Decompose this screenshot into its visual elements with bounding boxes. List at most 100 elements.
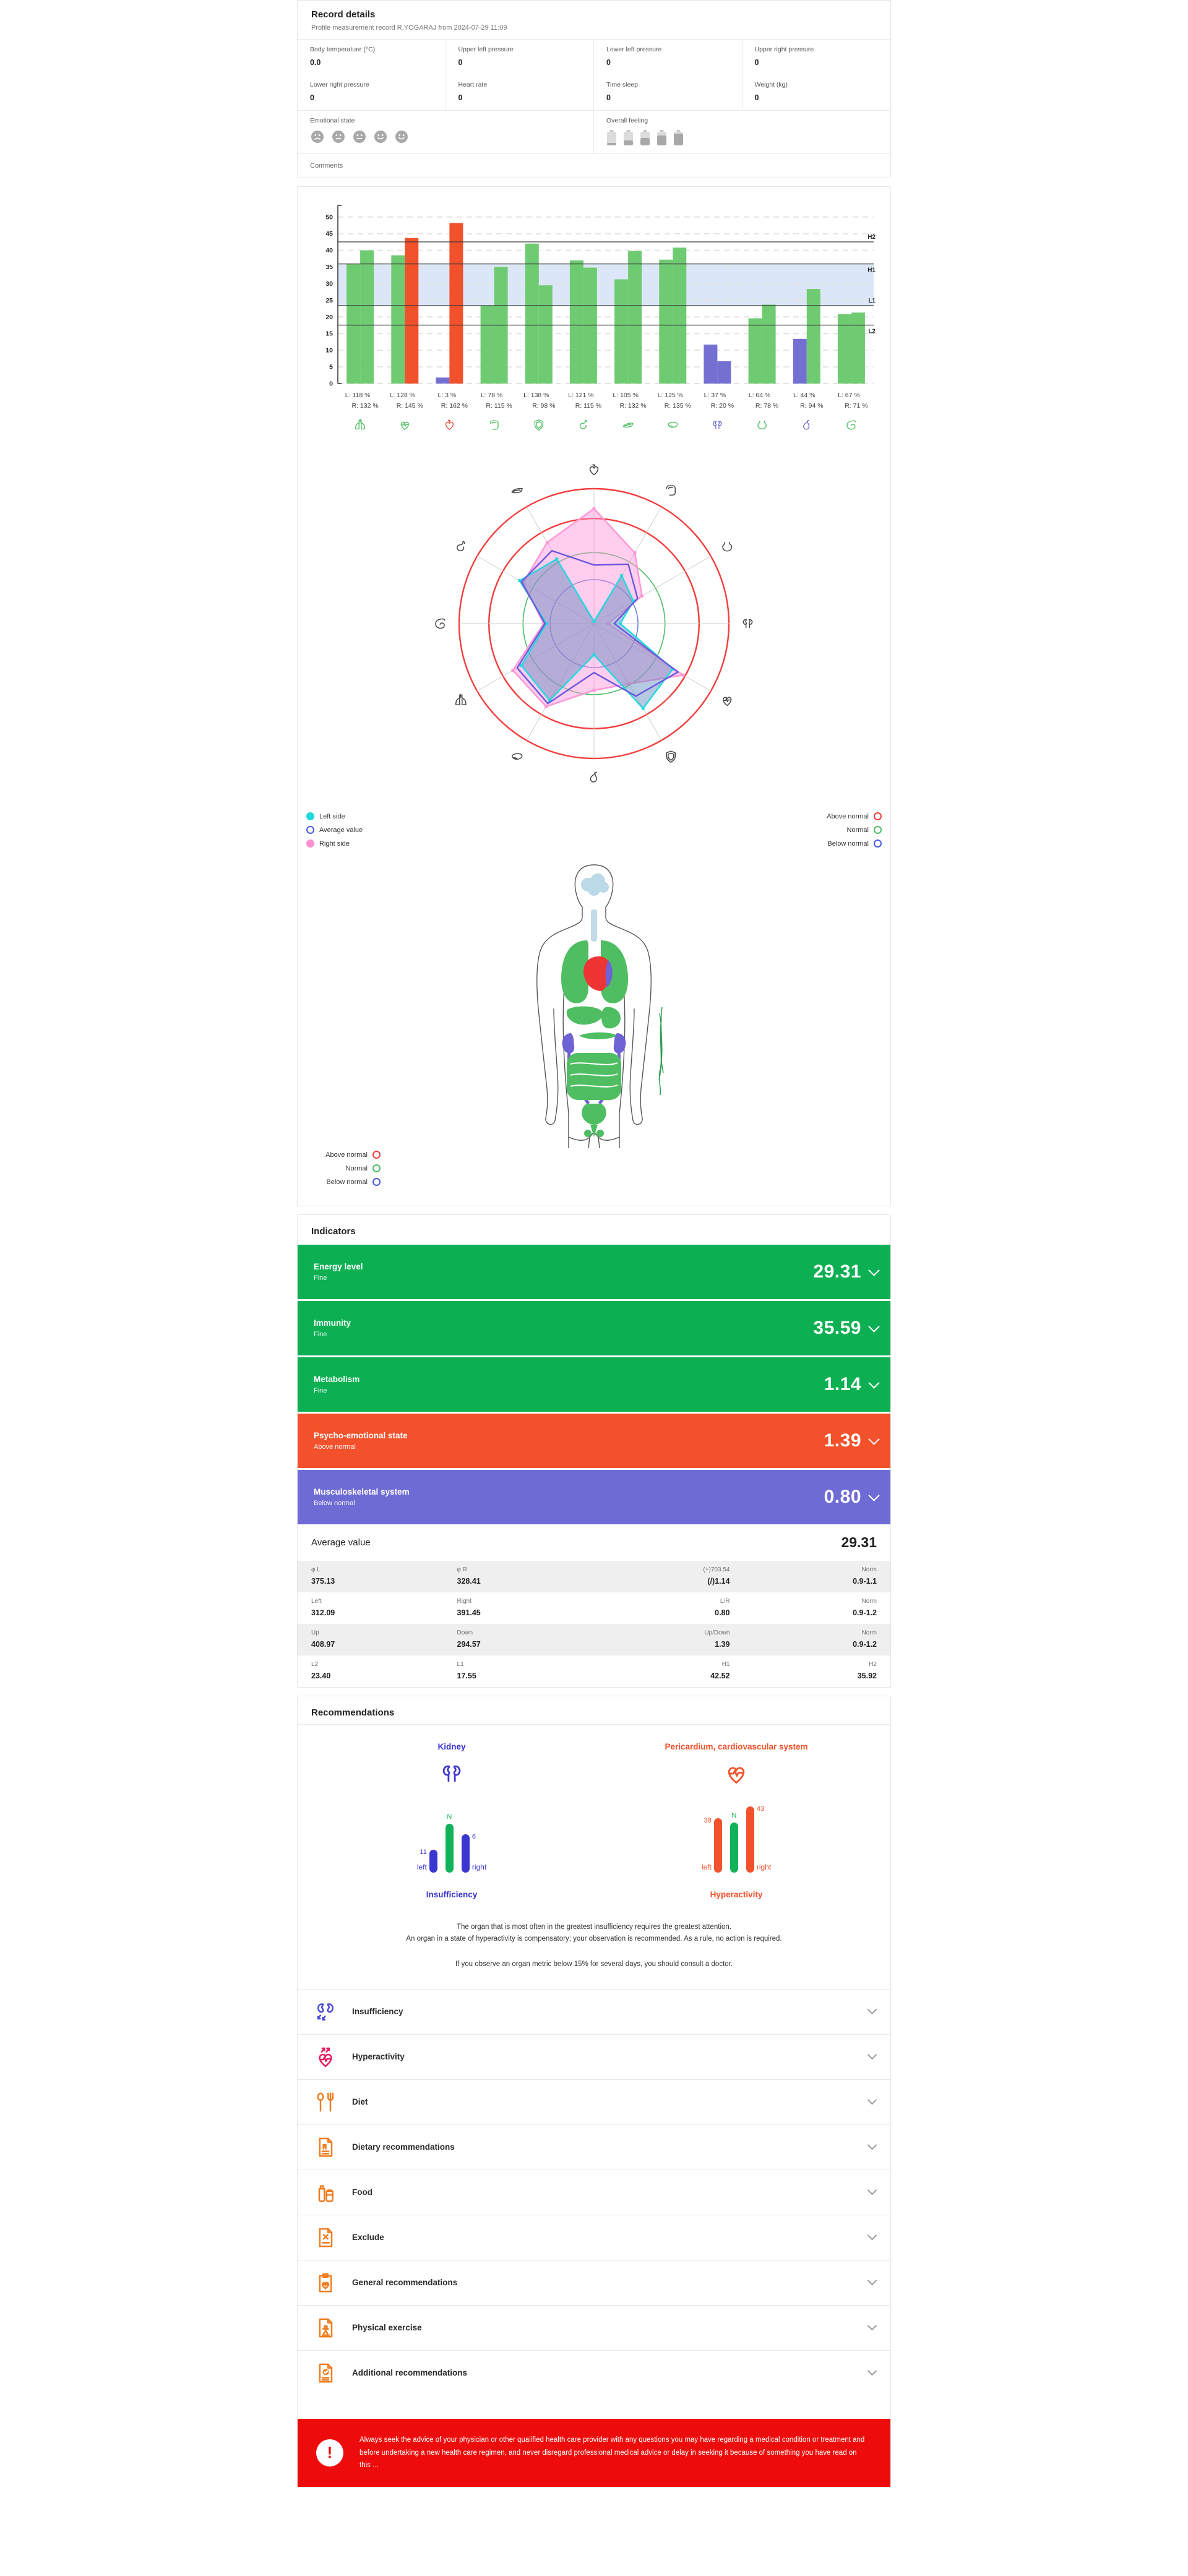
indicator-rows: Energy level Fine 29.31 Immunity Fine 35.59 Me… bbox=[298, 1245, 890, 1524]
svg-text:L: 67 %: L: 67 % bbox=[838, 392, 860, 399]
emotional-state-faces[interactable] bbox=[310, 129, 581, 144]
accordion-label: Insufficiency bbox=[352, 2007, 403, 2017]
mini-chart-title: Pericardium, cardiovascular system bbox=[665, 1742, 808, 1751]
accordion-label: General recommendations bbox=[352, 2278, 458, 2288]
clipboard-heart-icon bbox=[319, 2273, 332, 2293]
indicator-row-metabolism[interactable]: Metabolism Fine 1.14 bbox=[298, 1357, 890, 1412]
battery-2-icon[interactable] bbox=[623, 129, 634, 146]
indicator-value: 0.80 bbox=[824, 1487, 861, 1507]
svg-text:L: 44 %: L: 44 % bbox=[793, 392, 816, 399]
table-cell: L2 23.40 bbox=[298, 1655, 444, 1687]
cell-value: 1.39 bbox=[715, 1640, 730, 1649]
chevron-down-icon[interactable] bbox=[867, 2050, 877, 2060]
accordion-item-additional-recommendations[interactable]: Additional recommendations bbox=[298, 2350, 890, 2395]
chevron-down-icon[interactable] bbox=[867, 2231, 877, 2241]
svg-text:L1: L1 bbox=[868, 298, 876, 304]
field-value: 0.0 bbox=[310, 58, 321, 67]
battery-4-icon[interactable] bbox=[656, 129, 667, 146]
chevron-down-icon[interactable] bbox=[868, 1489, 880, 1501]
legend-swatch bbox=[306, 826, 314, 834]
face-sad-icon[interactable] bbox=[331, 129, 346, 144]
battery-1-icon[interactable] bbox=[606, 129, 617, 146]
gallbladder-icon bbox=[803, 419, 810, 430]
field-label: Body temperature (°C) bbox=[310, 46, 376, 53]
field-value: 0 bbox=[458, 93, 463, 102]
chevron-down-icon[interactable] bbox=[867, 2186, 877, 2196]
svg-text:50: 50 bbox=[325, 213, 333, 221]
svg-text:L: 138 %: L: 138 % bbox=[523, 392, 549, 399]
legend-item: Left side bbox=[306, 812, 363, 820]
accordion-item-food[interactable]: Food bbox=[298, 2169, 890, 2215]
svg-text:H1: H1 bbox=[867, 267, 876, 274]
face-very-sad-icon[interactable] bbox=[310, 129, 325, 144]
cell-label: Up/Down bbox=[704, 1629, 730, 1636]
brain-organ bbox=[581, 874, 609, 896]
accordion-item-insufficiency[interactable]: Insufficiency bbox=[298, 1988, 890, 2034]
body-legend-item: Below normal bbox=[306, 1178, 381, 1186]
face-happy-icon[interactable] bbox=[394, 129, 409, 144]
mini-bar-N: N bbox=[730, 1812, 738, 1873]
face-smile-icon[interactable] bbox=[373, 129, 388, 144]
svg-text:35: 35 bbox=[325, 264, 333, 271]
chevron-down-icon[interactable] bbox=[867, 2276, 877, 2286]
radar-legend-thresholds: Above normal Normal Below normal bbox=[827, 812, 882, 848]
overall-feeling-batteries[interactable] bbox=[606, 129, 878, 146]
legend-label: Average value bbox=[319, 826, 363, 834]
indicator-value: 35.59 bbox=[813, 1318, 861, 1338]
mini-bar-N: N bbox=[445, 1813, 454, 1873]
organ-bar-chart-svg: 0 5 10 15 20 25 30 35 40 45 50 H2 H1 L1 L2 L: 118 % R: 1… bbox=[325, 205, 876, 431]
legend-label: Below normal bbox=[326, 1178, 368, 1186]
bar-left-bladder bbox=[748, 318, 762, 384]
page-column: Record details Profile measurement recor… bbox=[297, 0, 891, 2488]
indicator-row-psycho-emotional-state[interactable]: Psycho-emotional state Above normal 1.39 bbox=[298, 1414, 890, 1468]
legend-label: Above normal bbox=[325, 1151, 368, 1159]
battery-3-icon[interactable] bbox=[640, 129, 650, 146]
chevron-down-icon[interactable] bbox=[867, 2005, 877, 2015]
indicator-row-immunity[interactable]: Immunity Fine 35.59 bbox=[298, 1301, 890, 1355]
recommendations-title: Recommendations bbox=[311, 1707, 395, 1718]
radar-legend-series: Left side Average value Right side bbox=[306, 812, 363, 848]
chevron-down-icon[interactable] bbox=[867, 2366, 877, 2376]
bar-right-heart bbox=[449, 223, 463, 384]
chevron-down-icon[interactable] bbox=[867, 2321, 877, 2331]
chevron-down-icon[interactable] bbox=[867, 2140, 877, 2150]
legend-label: Left side bbox=[319, 812, 345, 820]
doc-cutlery-icon bbox=[319, 2137, 333, 2157]
field-heart-rate: Heart rate 0 bbox=[446, 75, 594, 110]
accordion-item-hyperactivity[interactable]: Hyperactivity bbox=[298, 2033, 890, 2079]
indicator-row-musculoskeletal-system[interactable]: Musculoskeletal system Below normal 0.80 bbox=[298, 1470, 890, 1524]
cell-value: 294.57 bbox=[457, 1640, 481, 1649]
chevron-down-icon[interactable] bbox=[867, 2095, 877, 2105]
chevron-down-icon[interactable] bbox=[868, 1264, 880, 1276]
indicator-title: Musculoskeletal system bbox=[314, 1487, 410, 1496]
accordion-item-exclude[interactable]: Exclude bbox=[298, 2214, 890, 2260]
svg-text:L: 121 %: L: 121 % bbox=[568, 392, 593, 399]
battery-5-icon[interactable] bbox=[673, 129, 684, 146]
cell-label: L/R bbox=[720, 1598, 730, 1605]
accordion-item-physical-exercise[interactable]: Physical exercise bbox=[298, 2304, 890, 2350]
chevron-down-icon[interactable] bbox=[868, 1376, 880, 1389]
page-title: Record details bbox=[311, 9, 376, 20]
chevron-down-icon[interactable] bbox=[868, 1433, 880, 1445]
indicator-row-energy-level[interactable]: Energy level Fine 29.31 bbox=[298, 1245, 890, 1299]
accordion-item-diet[interactable]: Diet bbox=[298, 2079, 890, 2124]
cell-value: 328.41 bbox=[457, 1577, 481, 1586]
accordion-item-dietary-recommendations[interactable]: Dietary recommendations bbox=[298, 2124, 890, 2170]
body-map-figure bbox=[536, 864, 664, 1148]
accordion-item-general-recommendations[interactable]: General recommendations bbox=[298, 2259, 890, 2305]
face-displeased-icon[interactable] bbox=[352, 129, 367, 144]
comments-field[interactable]: Comments bbox=[298, 153, 890, 178]
svg-text:25: 25 bbox=[325, 297, 333, 304]
legend-item: Right side bbox=[306, 839, 363, 848]
arm-vessels bbox=[658, 1007, 664, 1096]
accordion-label: Dietary recommendations bbox=[352, 2142, 455, 2152]
svg-text:R: 162 %: R: 162 % bbox=[441, 402, 468, 410]
svg-text:R: 135 %: R: 135 % bbox=[665, 402, 691, 410]
average-value-row: Average value 29.31 bbox=[298, 1524, 890, 1561]
chevron-down-icon[interactable] bbox=[868, 1320, 880, 1333]
legend-swatch bbox=[874, 812, 882, 820]
mini-bar-6: 6 bbox=[461, 1833, 476, 1873]
cell-label: Norm bbox=[861, 1566, 877, 1573]
bar-right-small_intestine bbox=[851, 312, 865, 384]
indicator-value: 1.14 bbox=[824, 1374, 861, 1394]
